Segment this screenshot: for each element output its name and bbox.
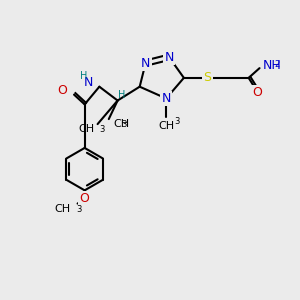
Text: H: H [118,90,126,100]
Text: 3: 3 [76,205,81,214]
Text: 3: 3 [174,117,179,126]
Text: S: S [203,71,211,84]
Text: CH: CH [113,119,129,129]
Text: 3: 3 [99,124,105,134]
Text: H: H [80,71,88,81]
Text: CH: CH [158,121,174,130]
Text: CH: CH [78,124,94,134]
Text: 2: 2 [274,60,280,69]
Text: N: N [84,76,94,89]
Text: NH: NH [262,59,281,72]
Text: 3: 3 [121,120,127,129]
Text: CH: CH [55,204,71,214]
Text: O: O [80,192,90,205]
Text: O: O [253,86,262,99]
Text: N: N [164,51,174,64]
Text: N: N [161,92,171,105]
Text: O: O [57,84,67,97]
Text: N: N [141,57,150,70]
